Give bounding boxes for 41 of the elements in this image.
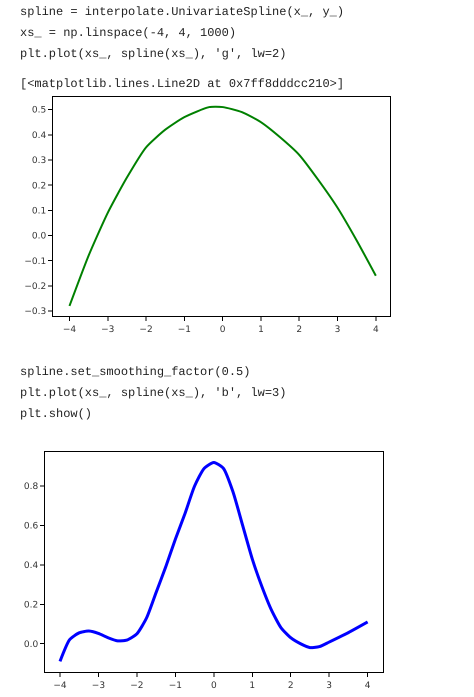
text: xs_ = np.linspace(-4, 4, 1000) xyxy=(20,26,236,40)
x-tick-label: 1 xyxy=(249,680,256,691)
y-tick-label: 0.4 xyxy=(24,561,38,572)
x-tick-label: 3 xyxy=(334,324,340,335)
x-tick-label: 2 xyxy=(288,680,294,691)
text: plt.plot(xs_, spline(xs_), 'b', lw=3) xyxy=(20,386,286,400)
y-tick-label: 0.3 xyxy=(32,156,46,166)
line-series xyxy=(68,106,377,307)
y-tick-label: −0.1 xyxy=(24,256,46,267)
y-tick-label: −0.2 xyxy=(24,282,46,292)
x-tick-label: −3 xyxy=(101,324,114,335)
x-tick-label: 0 xyxy=(210,680,217,691)
x-tick-label: 4 xyxy=(364,680,371,691)
y-tick-label: 0.0 xyxy=(24,640,38,650)
y-tick-label: 0.5 xyxy=(32,106,46,116)
x-tick-label: 2 xyxy=(296,324,302,335)
y-tick-label: 0.4 xyxy=(32,130,46,141)
x-tick-label: 1 xyxy=(258,324,264,335)
text: plt.show() xyxy=(20,407,92,421)
text: [<matplotlib.lines.Line2D at 0x7ff8dddcc210>] xyxy=(20,77,344,91)
text: plt.plot(xs_, spline(xs_), 'g', lw=2) xyxy=(20,47,286,61)
x-tick-label: 0 xyxy=(220,324,226,335)
x-tick-label: −1 xyxy=(178,324,191,335)
x-tick-label: −4 xyxy=(53,680,67,691)
line-series xyxy=(58,460,370,663)
x-tick-label: −1 xyxy=(168,680,182,691)
x-tick-label: −4 xyxy=(62,324,76,335)
y-tick-label: 0.8 xyxy=(24,482,38,492)
y-tick-label: 0.6 xyxy=(24,522,38,532)
text: spline.set_smoothing_factor(0.5) xyxy=(20,365,250,379)
text: spline = interpolate.UnivariateSpline(x_, y_) xyxy=(20,5,344,19)
x-tick-label: −2 xyxy=(130,680,144,691)
y-tick-label: 0.2 xyxy=(24,600,38,610)
x-tick-label: 3 xyxy=(326,680,332,691)
x-tick-label: −3 xyxy=(92,680,106,691)
y-tick-label: 0.2 xyxy=(32,181,46,192)
y-tick-label: 0.1 xyxy=(32,206,46,216)
y-tick-label: 0.0 xyxy=(32,232,46,242)
x-tick-label: 4 xyxy=(372,324,379,335)
y-tick-label: −0.3 xyxy=(24,307,46,318)
x-tick-label: −2 xyxy=(139,324,153,335)
